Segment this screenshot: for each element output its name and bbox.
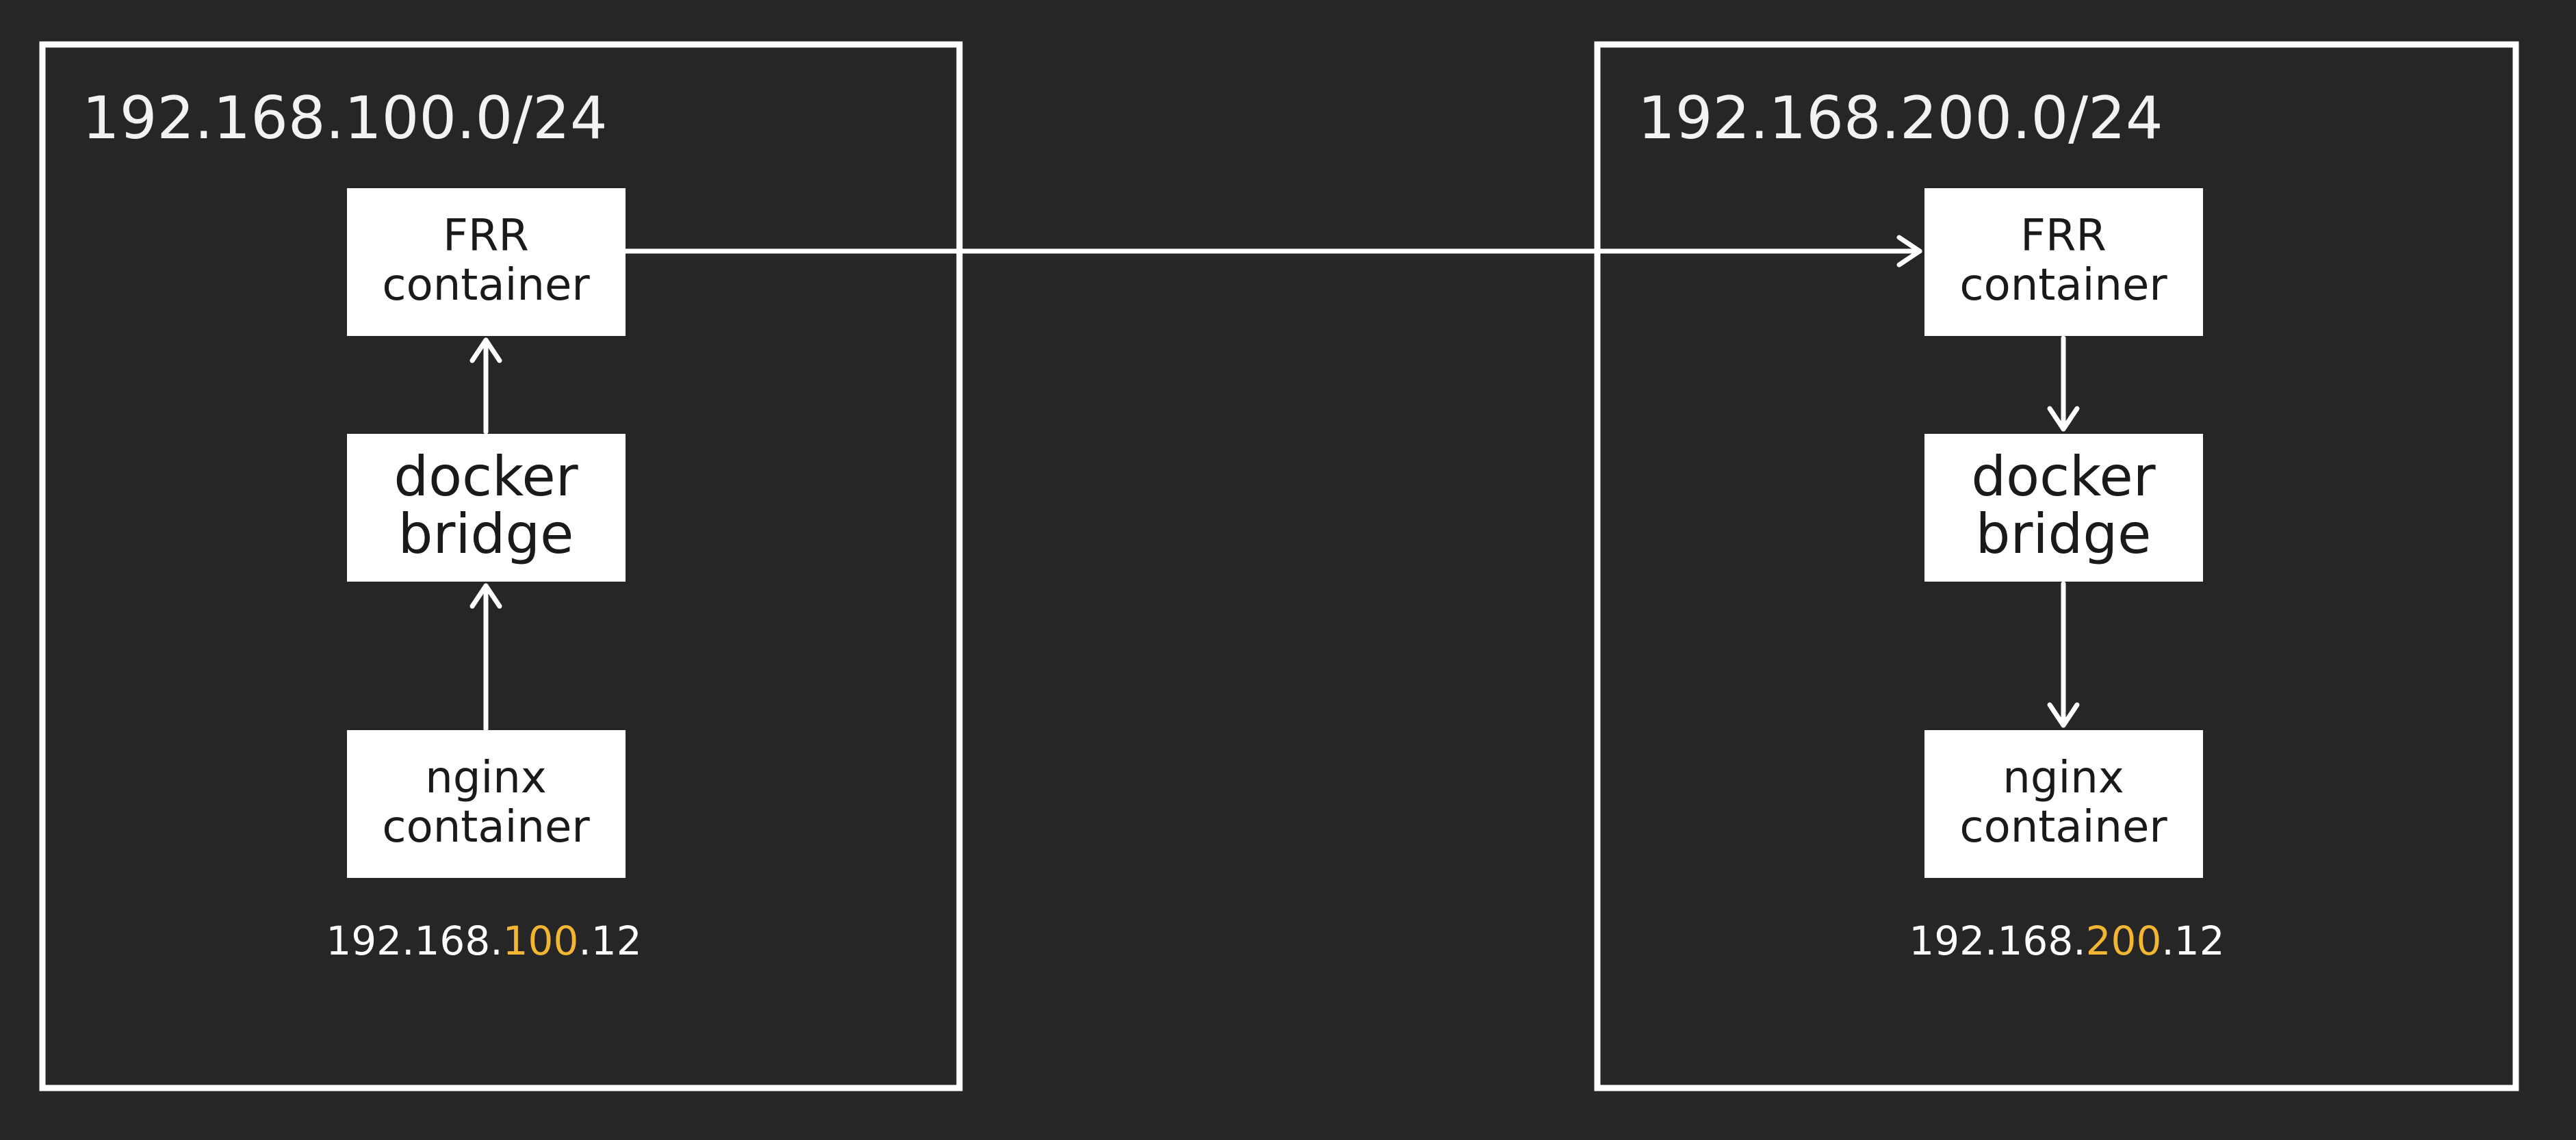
right-frr-label-line1: FRR — [2020, 211, 2107, 261]
left-arrow-nginx-to-bridge — [469, 583, 502, 732]
right-arrow-bridge-to-nginx — [2047, 581, 2080, 728]
right-ip-prefix: 192.168. — [1909, 918, 2085, 964]
right-docker-bridge-box: docker bridge — [1924, 434, 2203, 582]
left-arrow-bridge-to-frr — [469, 337, 502, 435]
right-nginx-ip: 192.168.200.12 — [1909, 918, 2224, 964]
left-nginx-container-box: nginx container — [347, 730, 626, 878]
right-subnet-label: 192.168.200.0/24 — [1638, 84, 2163, 153]
left-ip-prefix: 192.168. — [326, 918, 502, 964]
right-bridge-label-line2: bridge — [1976, 502, 2152, 566]
left-frr-label-line2: container — [382, 260, 590, 311]
right-frr-container-box: FRR container — [1924, 188, 2203, 336]
left-ip-highlight: 100 — [503, 918, 579, 964]
arrow-left-frr-to-right-frr — [623, 235, 1922, 268]
right-frr-label-line2: container — [1959, 260, 2167, 311]
left-frr-label-line1: FRR — [443, 211, 529, 261]
right-nginx-label-line2: container — [1959, 802, 2167, 853]
right-nginx-label-line1: nginx — [2002, 753, 2124, 803]
right-arrow-frr-to-bridge — [2047, 335, 2080, 432]
left-frr-container-box: FRR container — [347, 188, 626, 336]
right-subnet: 192.168.200.0/24 FRR container docker br… — [1594, 41, 2519, 1091]
left-bridge-label-line1: docker — [394, 445, 578, 508]
left-subnet: 192.168.100.0/24 FRR container docker br… — [39, 41, 963, 1091]
left-bridge-label-line2: bridge — [398, 502, 574, 566]
right-ip-highlight: 200 — [2086, 918, 2162, 964]
left-nginx-label-line2: container — [382, 802, 590, 853]
right-ip-suffix: .12 — [2161, 918, 2224, 964]
left-ip-suffix: .12 — [578, 918, 641, 964]
left-nginx-label-line1: nginx — [425, 753, 546, 803]
left-nginx-ip: 192.168.100.12 — [326, 918, 641, 964]
left-docker-bridge-box: docker bridge — [347, 434, 626, 582]
right-subnet-frame — [1594, 41, 2519, 1091]
right-bridge-label-line1: docker — [1971, 445, 2155, 508]
left-subnet-frame — [39, 41, 963, 1091]
right-nginx-container-box: nginx container — [1924, 730, 2203, 878]
left-subnet-label: 192.168.100.0/24 — [82, 84, 608, 153]
